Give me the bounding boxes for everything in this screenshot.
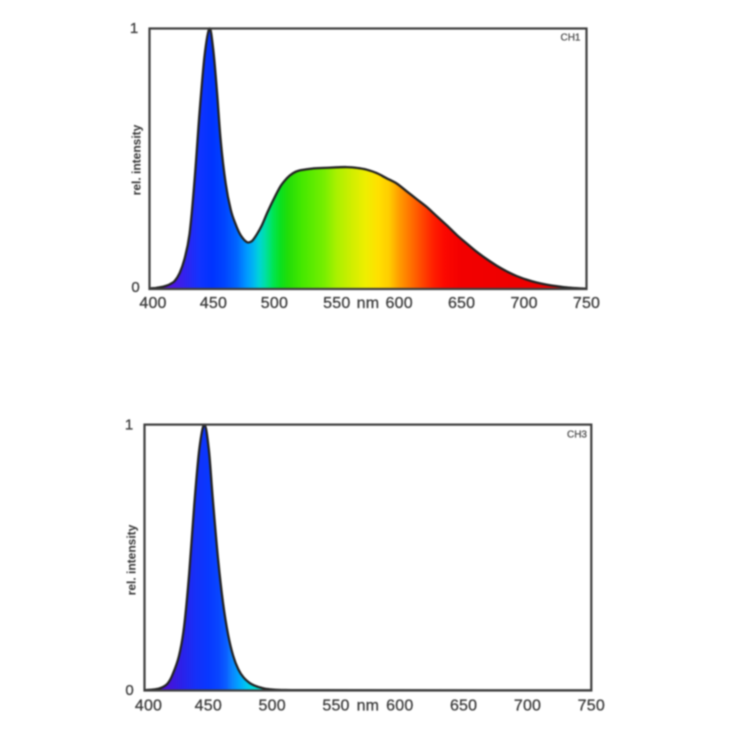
svg-text:500: 500 bbox=[261, 295, 288, 312]
svg-text:500: 500 bbox=[259, 698, 286, 715]
svg-text:400: 400 bbox=[139, 295, 166, 312]
svg-text:700: 700 bbox=[514, 698, 541, 715]
svg-text:400: 400 bbox=[135, 698, 162, 715]
svg-text:450: 450 bbox=[200, 295, 227, 312]
svg-text:450: 450 bbox=[195, 698, 222, 715]
svg-text:CH3: CH3 bbox=[567, 430, 587, 441]
svg-text:600: 600 bbox=[386, 295, 413, 312]
svg-text:1: 1 bbox=[130, 20, 138, 37]
svg-text:650: 650 bbox=[450, 698, 477, 715]
svg-text:nm: nm bbox=[357, 295, 380, 312]
svg-text:1: 1 bbox=[125, 417, 133, 434]
svg-text:550: 550 bbox=[322, 698, 349, 715]
svg-text:0: 0 bbox=[131, 279, 139, 296]
svg-text:550: 550 bbox=[323, 295, 350, 312]
svg-text:650: 650 bbox=[448, 295, 475, 312]
svg-text:CH1: CH1 bbox=[560, 33, 580, 44]
svg-text:700: 700 bbox=[510, 295, 537, 312]
svg-text:750: 750 bbox=[578, 698, 605, 715]
svg-text:rel. intensity: rel. intensity bbox=[125, 524, 139, 595]
svg-text:600: 600 bbox=[386, 698, 413, 715]
svg-text:nm: nm bbox=[357, 698, 380, 715]
svg-text:750: 750 bbox=[573, 295, 600, 312]
svg-text:rel. intensity: rel. intensity bbox=[130, 124, 144, 195]
svg-text:0: 0 bbox=[125, 682, 133, 699]
